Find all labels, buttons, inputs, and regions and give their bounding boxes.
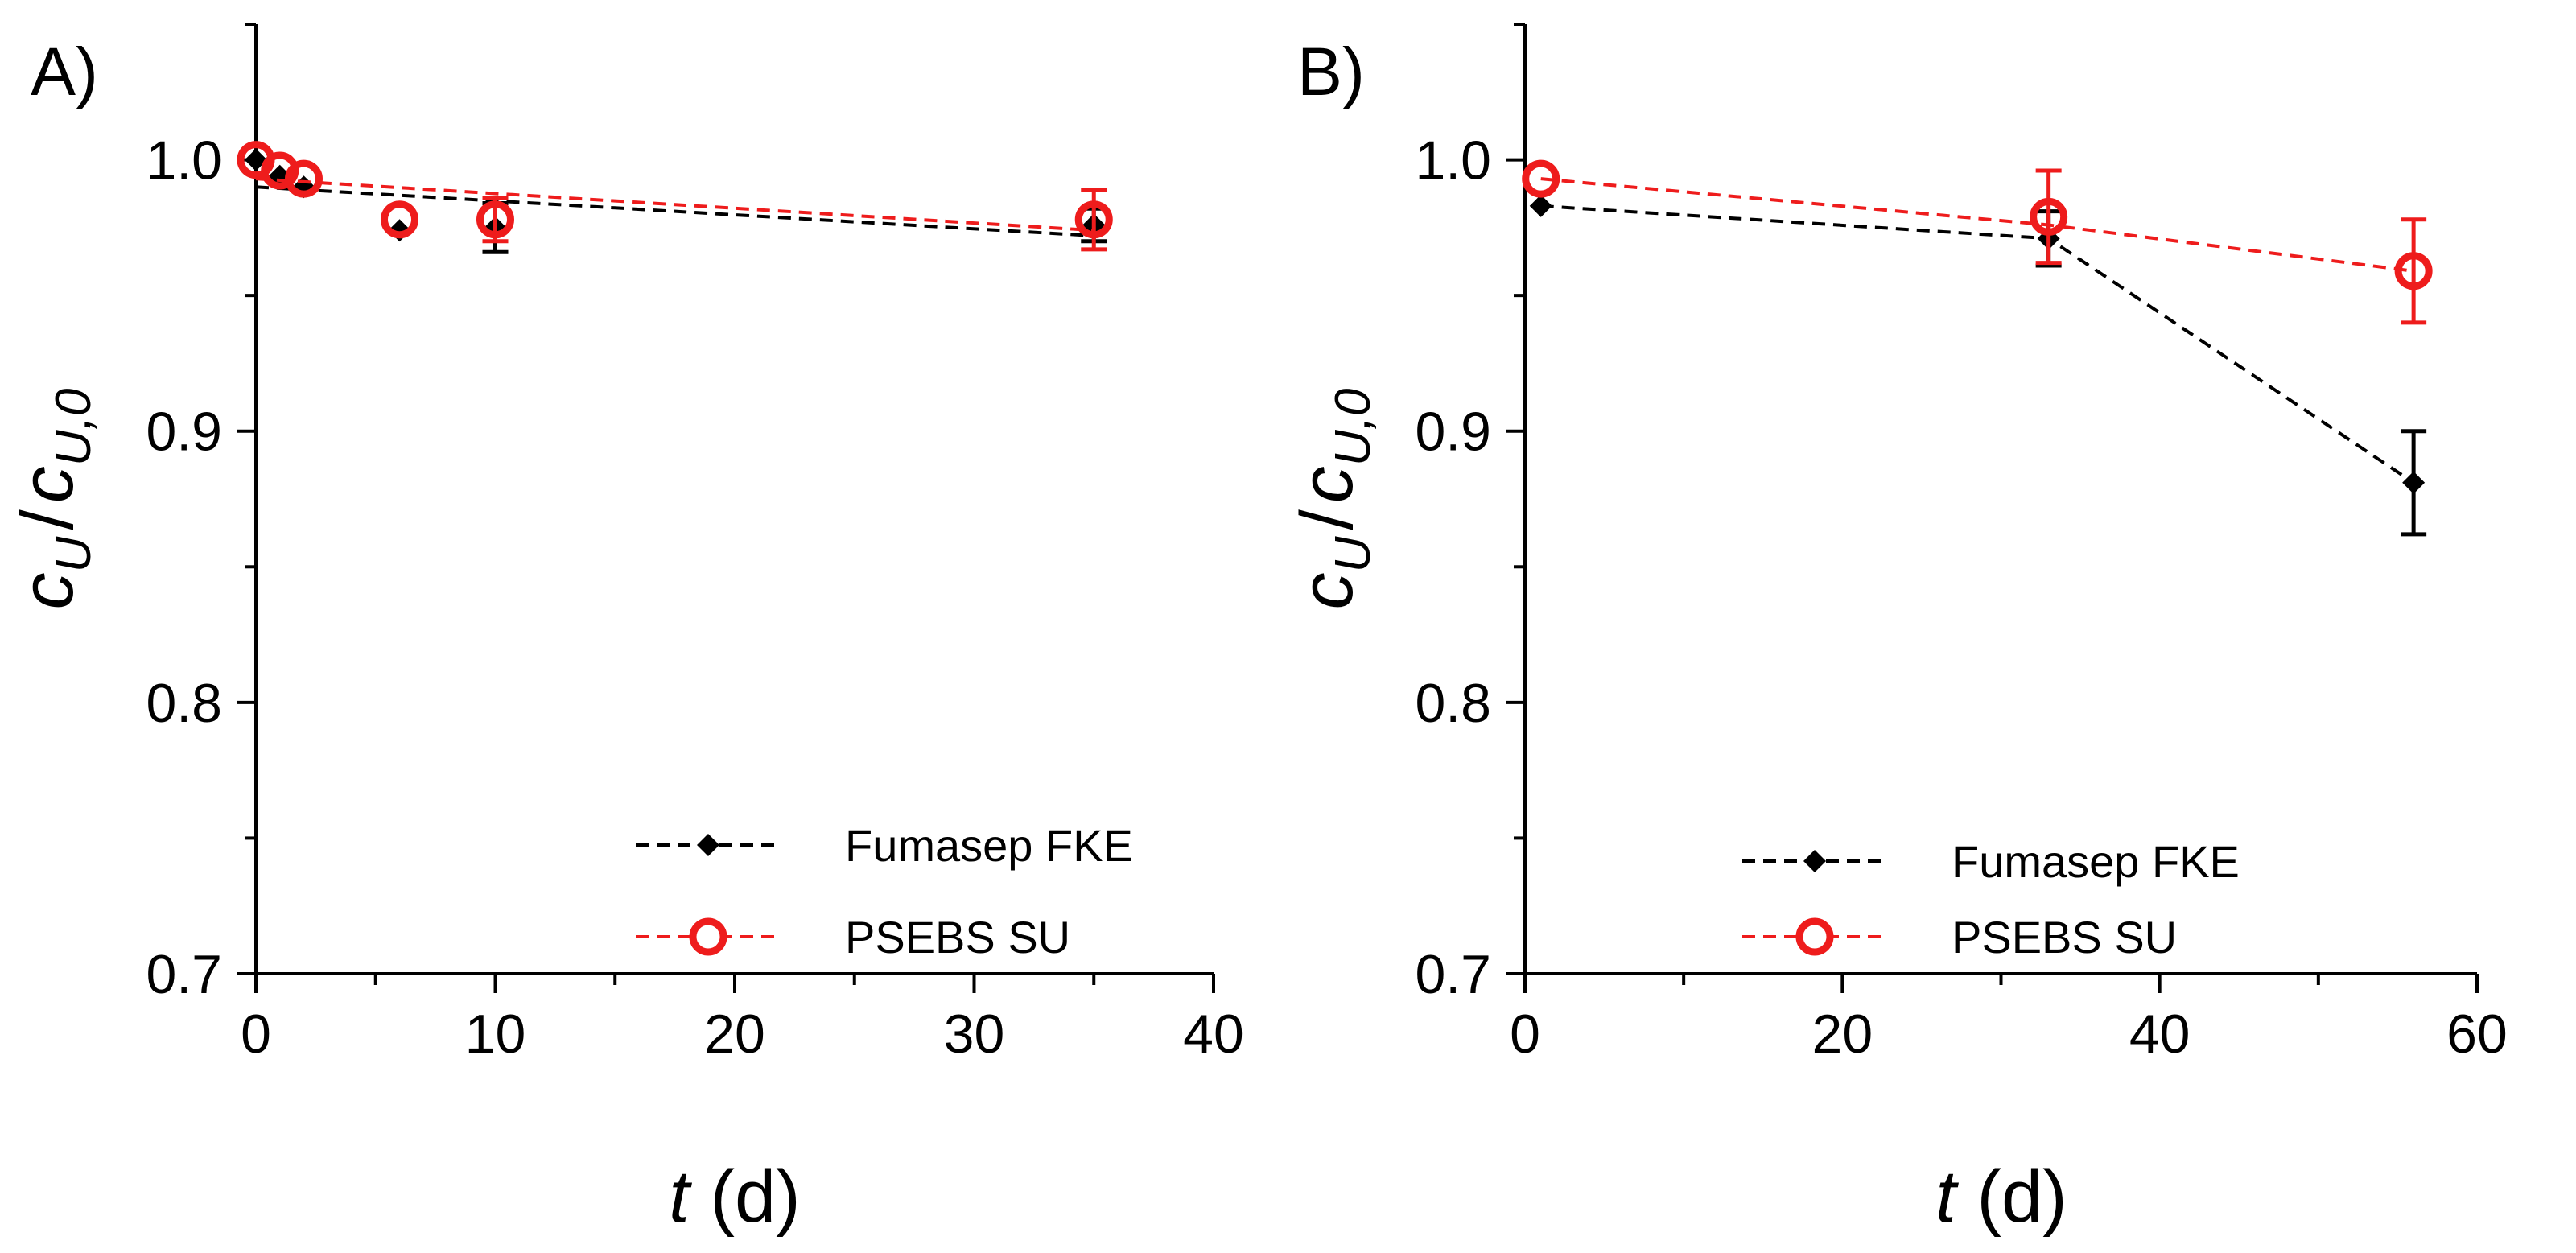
x-axis-title-var: t — [669, 1156, 692, 1238]
x-tick-label: 40 — [2129, 1004, 2191, 1065]
legend-marker — [1795, 917, 1834, 956]
x-axis-title: t (d) — [669, 1156, 801, 1238]
y-tick-label: 0.9 — [1415, 402, 1491, 463]
y-axis-title-main2: c — [1286, 466, 1368, 503]
data-point — [1529, 194, 1552, 217]
y-axis-title-main2: c — [6, 466, 89, 503]
y-tick-label: 0.8 — [1415, 673, 1491, 734]
x-tick-label: 10 — [465, 1004, 526, 1065]
series-line — [255, 177, 1094, 233]
series-line — [1540, 177, 2414, 273]
series-line — [1540, 204, 2415, 484]
data-point — [1074, 200, 1113, 239]
legend-marker — [697, 834, 719, 856]
chart-panel-b: B)0.70.80.91.00 20 40 60t (d)cU/cU,0Fumasep… — [1286, 23, 2508, 1238]
panel-label: B) — [1297, 34, 1365, 109]
legend-marker — [1803, 850, 1826, 872]
data-point — [476, 200, 514, 239]
y-tick-label: 0.9 — [146, 402, 222, 463]
data-point — [1522, 159, 1560, 198]
data-point — [2402, 471, 2426, 494]
y-axis-title-sub2: U,0 — [1325, 389, 1381, 466]
x-tick-label: 20 — [704, 1004, 765, 1065]
x-tick-label: 40 — [1183, 1004, 1244, 1065]
x-axis-title-var: t — [1935, 1156, 1959, 1238]
y-axis-title: cU/cU,0 — [6, 389, 101, 610]
y-axis-title-sub2: U,0 — [46, 389, 101, 466]
legend-label: PSEBS SU — [1952, 912, 2177, 962]
y-tick-label: 1.0 — [146, 130, 222, 192]
x-tick-label: 20 — [1812, 1004, 1873, 1065]
legend-label: Fumasep FKE — [845, 820, 1133, 871]
y-tick-label: 1.0 — [1415, 130, 1491, 192]
data-point — [381, 200, 418, 239]
y-axis-title-sub: U — [1325, 535, 1381, 572]
legend-label: Fumasep FKE — [1952, 836, 2240, 887]
y-axis-title-sep: / — [6, 509, 89, 530]
data-point — [245, 148, 267, 171]
data-point — [285, 159, 323, 198]
series-line — [255, 185, 1094, 237]
x-tick-label: 0 — [1510, 1004, 1540, 1065]
legend-marker — [689, 917, 727, 956]
y-tick-label: 0.8 — [146, 673, 222, 734]
y-axis-title-sep: / — [1286, 509, 1368, 530]
y-tick-label: 0.7 — [146, 944, 222, 1005]
x-axis-title: t (d) — [1935, 1156, 2067, 1238]
y-axis-title: cU/cU,0 — [1286, 389, 1381, 610]
x-tick-label: 0 — [241, 1004, 271, 1065]
chart-panel-a: A)0.70.80.91.00 10 20 30 40t (d)cU/cU,0Fumas… — [6, 23, 1244, 1238]
x-axis-title-unit: (d) — [690, 1156, 801, 1238]
y-axis-title-sub: U — [46, 535, 101, 572]
y-axis-title-main: c — [1286, 572, 1368, 609]
data-point — [2030, 197, 2068, 236]
x-tick-label: 60 — [2446, 1004, 2508, 1065]
y-axis-title-main: c — [6, 572, 89, 609]
x-tick-label: 30 — [944, 1004, 1005, 1065]
panel-label: A) — [31, 34, 98, 109]
x-axis-title-unit: (d) — [1956, 1156, 2067, 1238]
data-point — [2394, 252, 2433, 291]
legend-label: PSEBS SU — [845, 912, 1070, 962]
y-tick-label: 0.7 — [1415, 944, 1491, 1005]
